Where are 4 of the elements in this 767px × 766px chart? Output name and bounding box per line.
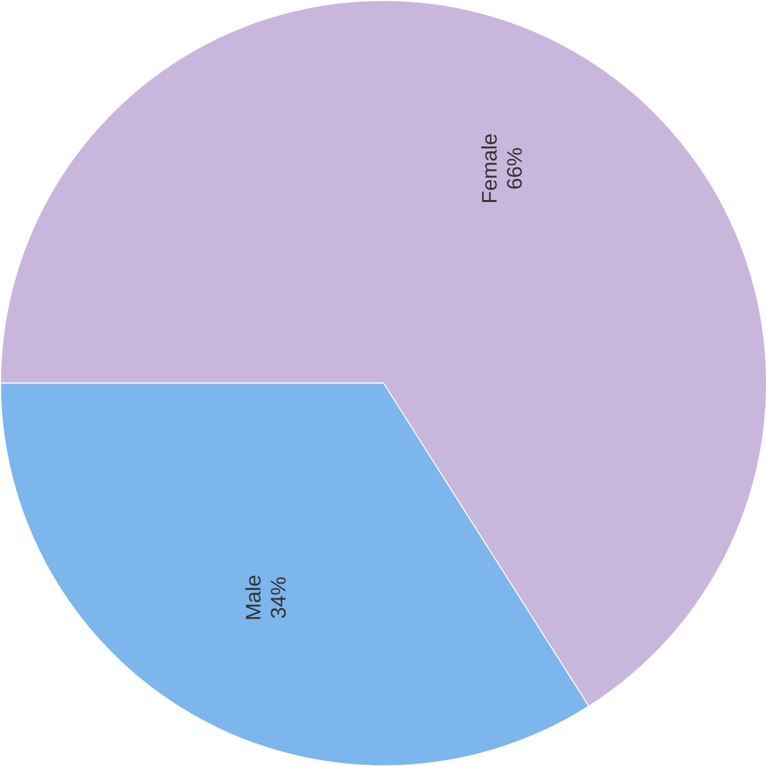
data-label: 66% xyxy=(506,148,522,188)
slice-label: Female xyxy=(481,134,497,202)
slice-label: Male xyxy=(245,576,261,619)
data-label: 34% xyxy=(270,577,286,618)
